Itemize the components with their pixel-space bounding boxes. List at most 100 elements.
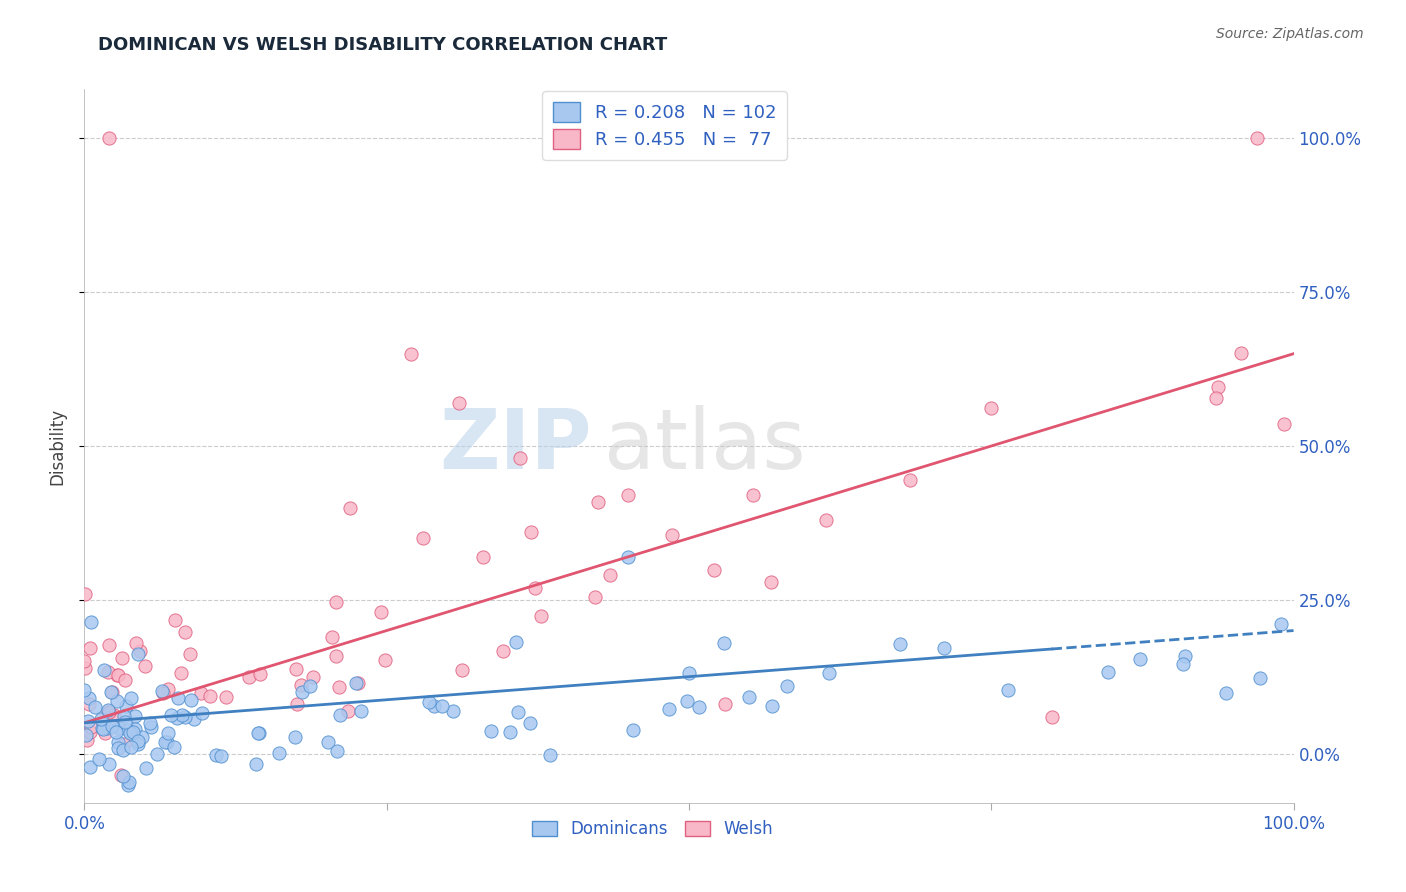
Point (321, 631, 343, 645)
Point (157, 682, 180, 697)
Point (100, 719, 122, 733)
Point (209, 749, 232, 764)
Point (299, 680, 322, 694)
Point (290, 678, 312, 692)
Point (79, 760, 101, 774)
Point (124, 709, 146, 723)
Point (688, 699, 710, 714)
Point (1174, 649, 1197, 664)
Point (112, 709, 135, 723)
Point (498, 725, 520, 739)
Point (1129, 652, 1152, 666)
Point (661, 528, 683, 542)
Point (422, 698, 444, 713)
Point (599, 567, 621, 582)
Point (79, 691, 101, 706)
Point (159, 708, 181, 723)
Point (1246, 131, 1268, 145)
Point (481, 723, 503, 738)
Point (75, 728, 97, 742)
Point (329, 708, 352, 723)
Point (105, 668, 128, 682)
Point (1230, 345, 1253, 359)
Point (238, 670, 260, 684)
Point (205, 747, 228, 762)
Point (150, 684, 173, 698)
Point (509, 451, 531, 466)
Point (713, 635, 735, 649)
Point (93, 663, 115, 677)
Point (676, 694, 699, 708)
Point (190, 686, 212, 700)
Point (678, 665, 700, 680)
Point (110, 767, 132, 781)
Point (325, 649, 347, 664)
Point (97, 131, 120, 145)
Point (198, 689, 221, 703)
Point (127, 734, 149, 748)
Point (215, 690, 238, 704)
Point (125, 636, 148, 650)
Point (75, 661, 97, 675)
Point (107, 735, 129, 749)
Point (103, 707, 125, 722)
Point (505, 635, 527, 649)
Point (94, 725, 117, 739)
Point (152, 686, 174, 700)
Point (135, 761, 157, 775)
Point (347, 676, 370, 690)
Point (127, 737, 149, 751)
Point (350, 705, 373, 719)
Point (122, 724, 145, 739)
Point (108, 721, 131, 735)
Point (127, 647, 149, 661)
Point (107, 740, 129, 755)
Point (432, 698, 454, 713)
Point (104, 724, 127, 739)
Point (737, 690, 759, 704)
Point (1249, 671, 1271, 685)
Point (1215, 685, 1237, 699)
Point (472, 549, 495, 564)
Text: atlas: atlas (605, 406, 806, 486)
Point (156, 735, 179, 749)
Point (742, 488, 765, 502)
Point (90, 721, 112, 735)
Point (114, 715, 136, 730)
Point (617, 488, 640, 502)
Point (284, 662, 307, 676)
Point (111, 769, 134, 783)
Point (586, 495, 609, 509)
Y-axis label: Disability: Disability (48, 408, 66, 484)
Point (77, 714, 100, 728)
Point (245, 756, 267, 771)
Point (658, 702, 681, 716)
Point (898, 473, 921, 487)
Point (538, 747, 561, 762)
Point (163, 613, 186, 627)
Point (997, 682, 1019, 697)
Point (98, 638, 121, 652)
Legend: Dominicans, Welsh: Dominicans, Welsh (526, 814, 779, 845)
Point (441, 704, 464, 718)
Point (530, 609, 553, 624)
Point (98, 706, 121, 720)
Point (761, 698, 783, 713)
Point (180, 693, 202, 707)
Point (284, 730, 307, 744)
Point (124, 722, 146, 736)
Point (79, 725, 101, 739)
Point (291, 685, 314, 699)
Point (97, 665, 120, 679)
Point (112, 737, 135, 751)
Text: DOMINICAN VS WELSH DISABILITY CORRELATION CHART: DOMINICAN VS WELSH DISABILITY CORRELATIO… (98, 36, 668, 54)
Point (761, 574, 783, 589)
Point (131, 730, 153, 744)
Point (97, 703, 120, 717)
Point (328, 680, 350, 694)
Point (1274, 417, 1296, 432)
Point (112, 743, 135, 757)
Point (1171, 657, 1194, 672)
Point (932, 640, 955, 655)
Point (111, 650, 134, 665)
